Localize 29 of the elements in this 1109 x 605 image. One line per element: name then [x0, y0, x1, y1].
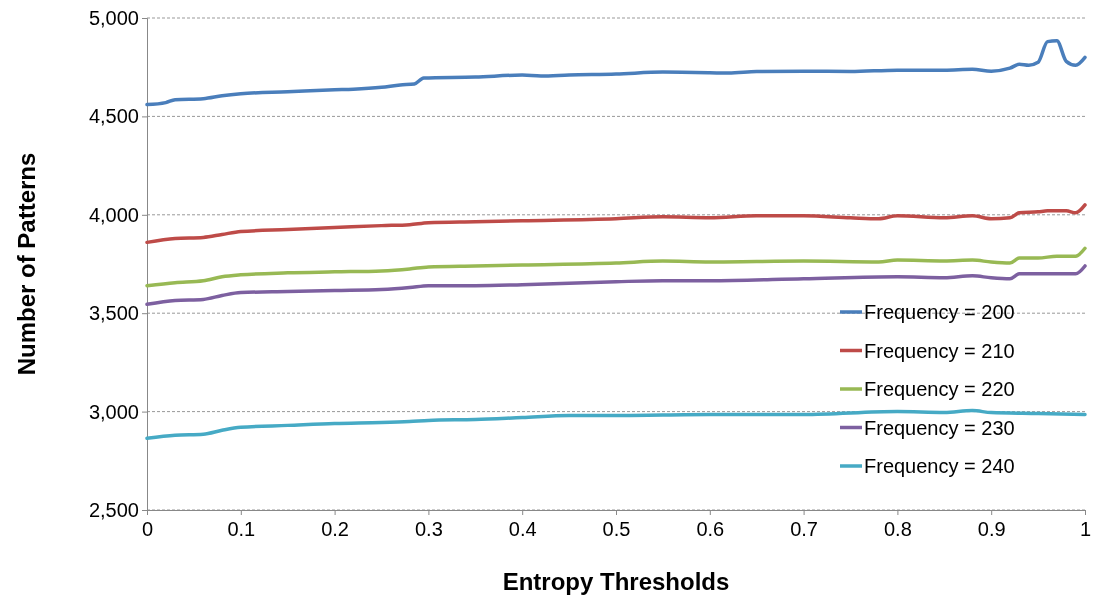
y-tick-label: 4,000: [88, 203, 139, 226]
x-tick-label: 0.5: [602, 518, 631, 540]
line-series: [145, 246, 1087, 288]
line-series: [145, 408, 1087, 440]
legend-label: Frequency = 240: [864, 455, 1015, 477]
x-tick-label: 0.8: [883, 518, 912, 540]
y-tick-label: 5,000: [88, 6, 139, 29]
line-series: [145, 203, 1087, 245]
x-tick-label: 0.9: [977, 518, 1006, 540]
x-tick-label: 0.4: [508, 518, 537, 540]
x-tick-label: 0.2: [321, 518, 350, 540]
x-tick-label: 0.1: [227, 518, 256, 540]
y-tick-label: 4,500: [88, 105, 139, 128]
x-tick-label: 0.7: [790, 518, 819, 540]
y-tick-label: 3,500: [88, 302, 139, 325]
line-series: [145, 264, 1087, 307]
x-tick-label: 0.6: [696, 518, 725, 540]
legend-label: Frequency = 200: [864, 301, 1015, 323]
x-tick-label: 0: [141, 518, 154, 540]
y-axis-title: Number of Patterns: [13, 152, 40, 376]
x-tick-label: 0.3: [414, 518, 443, 540]
x-axis-title: Entropy Thresholds: [502, 568, 730, 595]
legend-label: Frequency = 210: [864, 339, 1015, 362]
x-tick-label: 1: [1079, 518, 1092, 540]
y-tick-label: 3,000: [88, 400, 139, 423]
y-tick-label: 2,500: [88, 498, 139, 521]
legend-label: Frequency = 230: [864, 416, 1015, 439]
line-series: [145, 38, 1087, 107]
legend-label: Frequency = 220: [864, 378, 1015, 400]
